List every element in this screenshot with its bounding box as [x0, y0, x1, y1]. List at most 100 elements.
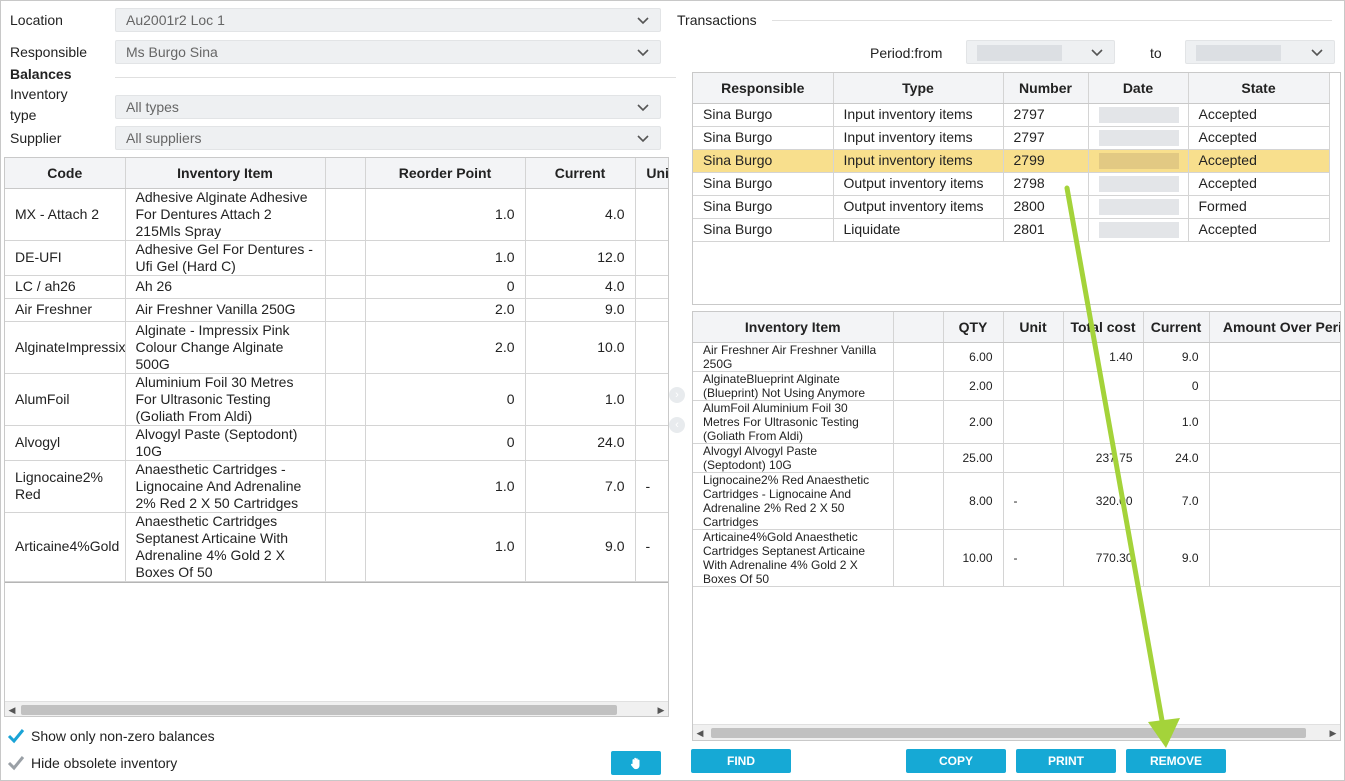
code-cell: AlginateImpressix — [5, 321, 126, 374]
location-select[interactable]: Au2001r2 Loc 1 — [115, 8, 661, 32]
table-row[interactable]: AlumFoil Aluminium Foil 30 Metres For Ul… — [693, 400, 1340, 444]
table-row[interactable]: LC / ah26 Ah 26 0 4.0 — [5, 275, 668, 299]
details-hscroll[interactable]: ◀ ▶ — [693, 724, 1340, 740]
col-code[interactable]: Code — [5, 158, 126, 189]
scroll-right-arrow[interactable]: ▶ — [1329, 728, 1337, 738]
table-row[interactable]: Alvogyl Alvogyl Paste (Septodont) 10G 0 24.… — [5, 425, 668, 461]
scroll-left-arrow[interactable]: ◀ — [8, 705, 16, 715]
table-row[interactable]: Alvogyl Alvogyl Paste (Septodont) 10G 25.… — [693, 443, 1340, 473]
blank-cell — [325, 298, 366, 322]
unit-cell — [635, 373, 668, 426]
col-current[interactable]: Current — [525, 158, 636, 189]
col-inventory-item[interactable]: Inventory Item — [125, 158, 326, 189]
table-row[interactable]: MX - Attach 2 Adhesive Alginate Adhesive … — [5, 188, 668, 241]
unit-cell — [1003, 443, 1064, 473]
hand-button[interactable] — [611, 751, 661, 775]
code-cell: AlumFoil — [5, 373, 126, 426]
scroll-left-arrow[interactable]: ◀ — [696, 728, 704, 738]
item-cell: Adhesive Gel For Dentures - Ufi Gel (Har… — [125, 240, 326, 276]
table-row[interactable]: Lignocaine2% Red Anaesthetic Cartridges -… — [5, 460, 668, 513]
col-amount-over-period[interactable]: Amount Over Period — [1209, 312, 1340, 343]
unit-cell — [1003, 371, 1064, 401]
item-cell: AlumFoil Aluminium Foil 30 Metres For Ul… — [693, 400, 894, 444]
table-row[interactable]: Articaine4%Gold Anaesthetic Cartridges Se… — [5, 512, 668, 582]
col-total-cost[interactable]: Total cost — [1063, 312, 1144, 343]
number-cell: 2799 — [1003, 149, 1089, 173]
table-row[interactable]: Lignocaine2% Red Anaesthetic Cartridges … — [693, 472, 1340, 530]
find-button[interactable]: FIND — [691, 749, 791, 773]
redacted-date — [1098, 153, 1179, 170]
code-cell: DE-UFI — [5, 240, 126, 276]
non-zero-label: Show only non-zero balances — [31, 728, 215, 744]
period-from-select[interactable] — [966, 40, 1115, 64]
reorder-cell: 1.0 — [365, 460, 526, 513]
code-cell: LC / ah26 — [5, 275, 126, 299]
current-cell: 9.0 — [525, 298, 636, 322]
col-blank[interactable] — [325, 158, 366, 189]
col-unit[interactable]: Unit — [1003, 312, 1064, 343]
table-row[interactable]: Sina Burgo Input inventory items 2799 Accep… — [693, 149, 1330, 173]
unit-cell: - — [1003, 529, 1064, 587]
type-cell: Input inventory items — [833, 149, 1004, 173]
chevron-right-icon[interactable]: › — [669, 387, 685, 403]
table-row[interactable]: AlginateBlueprint Alginate (Blueprint) N… — [693, 371, 1340, 401]
current-cell: 9.0 — [525, 512, 636, 582]
chevron-down-icon — [1091, 49, 1103, 57]
supplier-label: Supplier — [10, 130, 62, 146]
col-type[interactable]: Type — [833, 73, 1004, 104]
scroll-thumb[interactable] — [711, 728, 1306, 738]
col-responsible[interactable]: Responsible — [693, 73, 834, 104]
col-unit[interactable]: Unit — [635, 158, 668, 189]
responsible-label: Responsible — [10, 44, 88, 60]
hide-obsolete-checkbox[interactable] — [7, 754, 25, 772]
qty-cell: 8.00 — [943, 472, 1004, 530]
table-row[interactable]: Sina Burgo Liquidate 2801 Accepted — [693, 218, 1330, 242]
table-row[interactable]: DE-UFI Adhesive Gel For Dentures - Ufi Ge… — [5, 240, 668, 276]
amount-cell: 10 — [1209, 529, 1340, 587]
chevron-left-icon[interactable]: ‹ — [669, 417, 685, 433]
col-current[interactable]: Current — [1143, 312, 1210, 343]
table-row[interactable]: Sina Burgo Input inventory items 2797 Accep… — [693, 126, 1330, 150]
responsible-cell: Sina Burgo — [693, 172, 834, 196]
balances-hscroll[interactable]: ◀ ▶ — [5, 701, 668, 716]
blank-cell — [325, 512, 366, 582]
table-row[interactable]: Articaine4%Gold Anaesthetic Cartridges S… — [693, 529, 1340, 587]
copy-button[interactable]: COPY — [906, 749, 1006, 773]
blank-cell — [325, 425, 366, 461]
supplier-select[interactable]: All suppliers — [115, 126, 661, 150]
table-row[interactable]: Sina Burgo Input inventory items 2797 Accep… — [693, 103, 1330, 127]
current-cell: 10.0 — [525, 321, 636, 374]
chevron-down-icon — [637, 104, 649, 112]
blank-cell — [325, 321, 366, 374]
print-button[interactable]: PRINT — [1016, 749, 1116, 773]
period-to-select[interactable] — [1185, 40, 1335, 64]
col-qty[interactable]: QTY — [943, 312, 1004, 343]
col-inventory-item[interactable]: Inventory Item — [693, 312, 894, 343]
table-row[interactable]: AlginateImpressix Alginate - Impressix Pi… — [5, 321, 668, 374]
col-state[interactable]: State — [1188, 73, 1330, 104]
balances-heading: Balances — [10, 66, 72, 82]
remove-button[interactable]: REMOVE — [1126, 749, 1226, 773]
table-row[interactable]: Sina Burgo Output inventory items 2798 Acce… — [693, 172, 1330, 196]
inventory-type-select[interactable]: All types — [115, 95, 661, 119]
col-date[interactable]: Date — [1088, 73, 1189, 104]
reorder-cell: 0 — [365, 275, 526, 299]
total-cost-cell: 237.75 — [1063, 443, 1144, 473]
scroll-thumb[interactable] — [21, 705, 617, 715]
amount-cell: 8 — [1209, 472, 1340, 530]
details-grid: Inventory Item QTY Unit Total cost Curre… — [692, 311, 1341, 741]
state-cell: Accepted — [1188, 218, 1330, 242]
table-row[interactable]: AlumFoil Aluminium Foil 30 Metres For Ult… — [5, 373, 668, 426]
scroll-right-arrow[interactable]: ▶ — [657, 705, 665, 715]
table-row[interactable]: Sina Burgo Output inventory items 2800 Form… — [693, 195, 1330, 219]
blank-cell — [893, 472, 944, 530]
col-reorder-point[interactable]: Reorder Point — [365, 158, 526, 189]
blank-cell — [325, 240, 366, 276]
col-number[interactable]: Number — [1003, 73, 1089, 104]
responsible-select[interactable]: Ms Burgo Sina — [115, 40, 661, 64]
table-row[interactable]: Air Freshner Air Freshner Vanilla 250G 2.0… — [5, 298, 668, 322]
table-row[interactable]: Air Freshner Air Freshner Vanilla 250G 6.… — [693, 342, 1340, 372]
non-zero-checkbox[interactable] — [7, 727, 25, 745]
number-cell: 2801 — [1003, 218, 1089, 242]
col-blank[interactable] — [893, 312, 944, 343]
